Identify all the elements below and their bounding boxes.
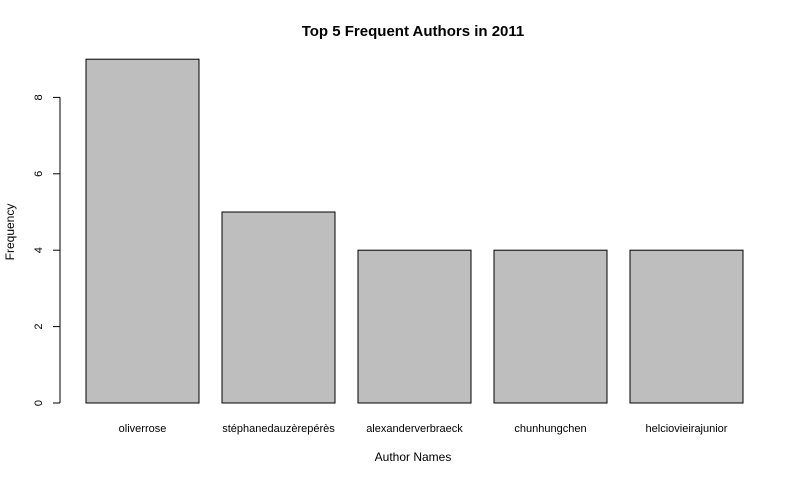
bar-5 — [629, 249, 744, 404]
bar-4 — [493, 249, 608, 404]
bar-1 — [85, 58, 200, 404]
x-axis-label: Author Names — [375, 450, 452, 464]
y-tick-label: 2 — [33, 324, 45, 330]
x-tick-label: stéphanedauzèrepérès — [222, 423, 335, 435]
x-tick-label: alexanderverbraeck — [366, 423, 463, 435]
y-tick-label: 4 — [33, 247, 45, 253]
y-axis-label: Frequency — [3, 204, 17, 261]
y-tick-label: 6 — [33, 171, 45, 177]
chart-title: Top 5 Frequent Authors in 2011 — [302, 23, 525, 40]
bar-2 — [221, 211, 336, 404]
y-axis: 0 2 4 6 8 — [33, 94, 61, 406]
y-tick-label: 0 — [33, 400, 45, 406]
bar-3 — [357, 249, 472, 404]
x-tick-label: helciovieirajunior — [646, 423, 728, 435]
x-tick-labels: oliverrose stéphanedauzèrepérès alexanderv… — [119, 423, 728, 435]
y-tick-label: 8 — [33, 94, 45, 100]
bars-group — [85, 58, 744, 404]
x-tick-label: oliverrose — [119, 423, 167, 435]
x-tick-label: chunhungchen — [514, 423, 586, 435]
